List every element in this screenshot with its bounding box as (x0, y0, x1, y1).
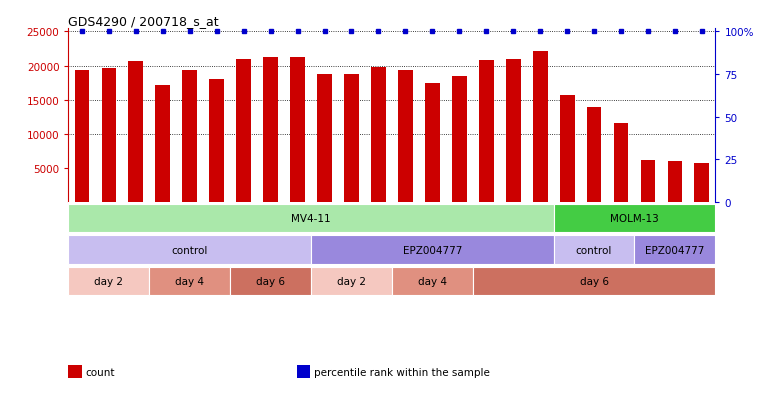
Text: MV4-11: MV4-11 (291, 214, 331, 223)
Bar (68, 236, 311, 264)
Bar (317, 75, 332, 203)
Bar (344, 75, 359, 203)
Text: EPZ004777: EPZ004777 (645, 245, 705, 255)
Text: count: count (85, 367, 115, 377)
Bar (263, 58, 278, 203)
Bar (533, 52, 548, 203)
Bar (559, 96, 575, 203)
Bar (587, 108, 601, 203)
Bar (553, 236, 635, 264)
Bar (75, 71, 89, 203)
Bar (183, 71, 197, 203)
Bar (506, 59, 521, 203)
Text: control: control (171, 245, 208, 255)
Bar (641, 160, 655, 203)
Bar (695, 164, 709, 203)
Bar (553, 204, 715, 233)
Bar (479, 61, 494, 203)
Text: day 4: day 4 (418, 277, 447, 287)
Bar (101, 69, 116, 203)
Text: day 4: day 4 (175, 277, 204, 287)
Text: day 6: day 6 (580, 277, 609, 287)
Bar (129, 62, 143, 203)
Bar (155, 85, 170, 203)
Bar (149, 267, 230, 296)
Bar (392, 267, 473, 296)
Text: MOLM-13: MOLM-13 (610, 214, 659, 223)
Text: day 2: day 2 (94, 277, 123, 287)
Bar (290, 57, 305, 203)
Bar (371, 68, 386, 203)
Bar (230, 267, 311, 296)
Text: EPZ004777: EPZ004777 (403, 245, 462, 255)
Text: percentile rank within the sample: percentile rank within the sample (314, 367, 489, 377)
Bar (311, 267, 392, 296)
Text: day 6: day 6 (256, 277, 285, 287)
Text: GDS4290 / 200718_s_at: GDS4290 / 200718_s_at (68, 15, 219, 28)
Bar (311, 236, 553, 264)
Bar (68, 267, 149, 296)
Text: control: control (576, 245, 613, 255)
Bar (68, 204, 553, 233)
Bar (613, 123, 629, 203)
Bar (473, 267, 715, 296)
Bar (236, 60, 251, 203)
Bar (425, 83, 440, 203)
Bar (667, 162, 683, 203)
Bar (398, 71, 412, 203)
Text: day 2: day 2 (337, 277, 366, 287)
Bar (209, 79, 224, 203)
Bar (452, 77, 466, 203)
Bar (635, 236, 715, 264)
